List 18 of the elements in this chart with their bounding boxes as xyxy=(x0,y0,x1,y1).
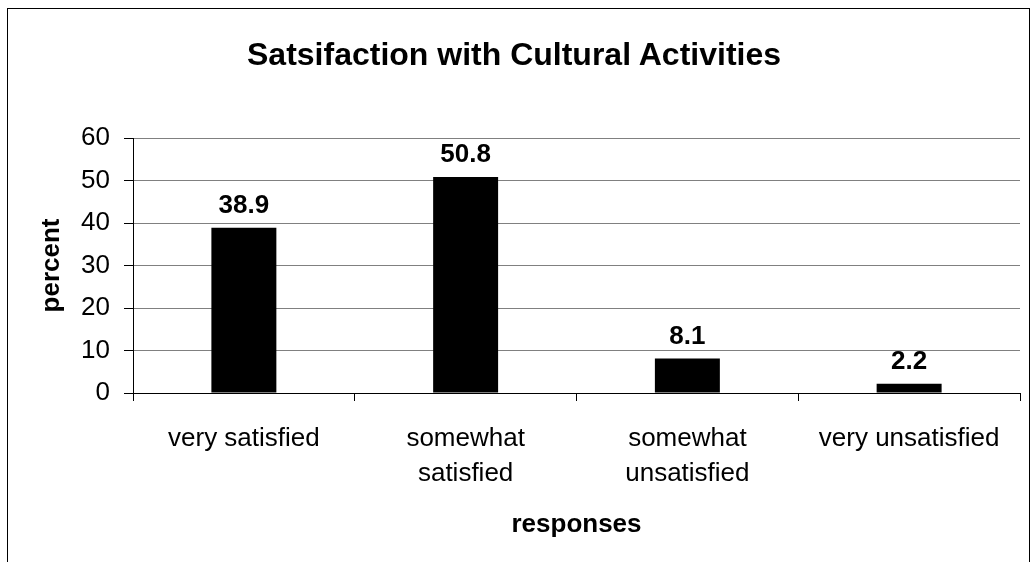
y-tick-label: 40 xyxy=(81,206,110,237)
y-tick-label: 0 xyxy=(95,376,110,407)
x-tick-label: somewhat satisfied xyxy=(406,421,526,487)
data-label: 38.9 xyxy=(218,188,270,219)
x-tick-label: very unsatisfied xyxy=(818,421,1000,452)
chart-title: Satsifaction with Cultural Activities xyxy=(246,35,782,72)
y-tick-label: 50 xyxy=(81,163,110,194)
y-axis-title: percent xyxy=(35,218,66,313)
y-tick-label: 20 xyxy=(81,291,110,322)
x-tick-label: somewhat unsatisfied xyxy=(625,421,750,487)
x-axis-title: responses xyxy=(511,508,642,539)
data-label: 2.2 xyxy=(891,344,928,375)
y-tick-label: 60 xyxy=(81,121,110,152)
y-tick-label: 10 xyxy=(81,333,110,364)
data-label: 50.8 xyxy=(440,138,491,169)
y-tick-label: 30 xyxy=(81,248,110,279)
x-tick-label: very satisfied xyxy=(168,421,320,452)
data-label: 8.1 xyxy=(669,319,706,350)
